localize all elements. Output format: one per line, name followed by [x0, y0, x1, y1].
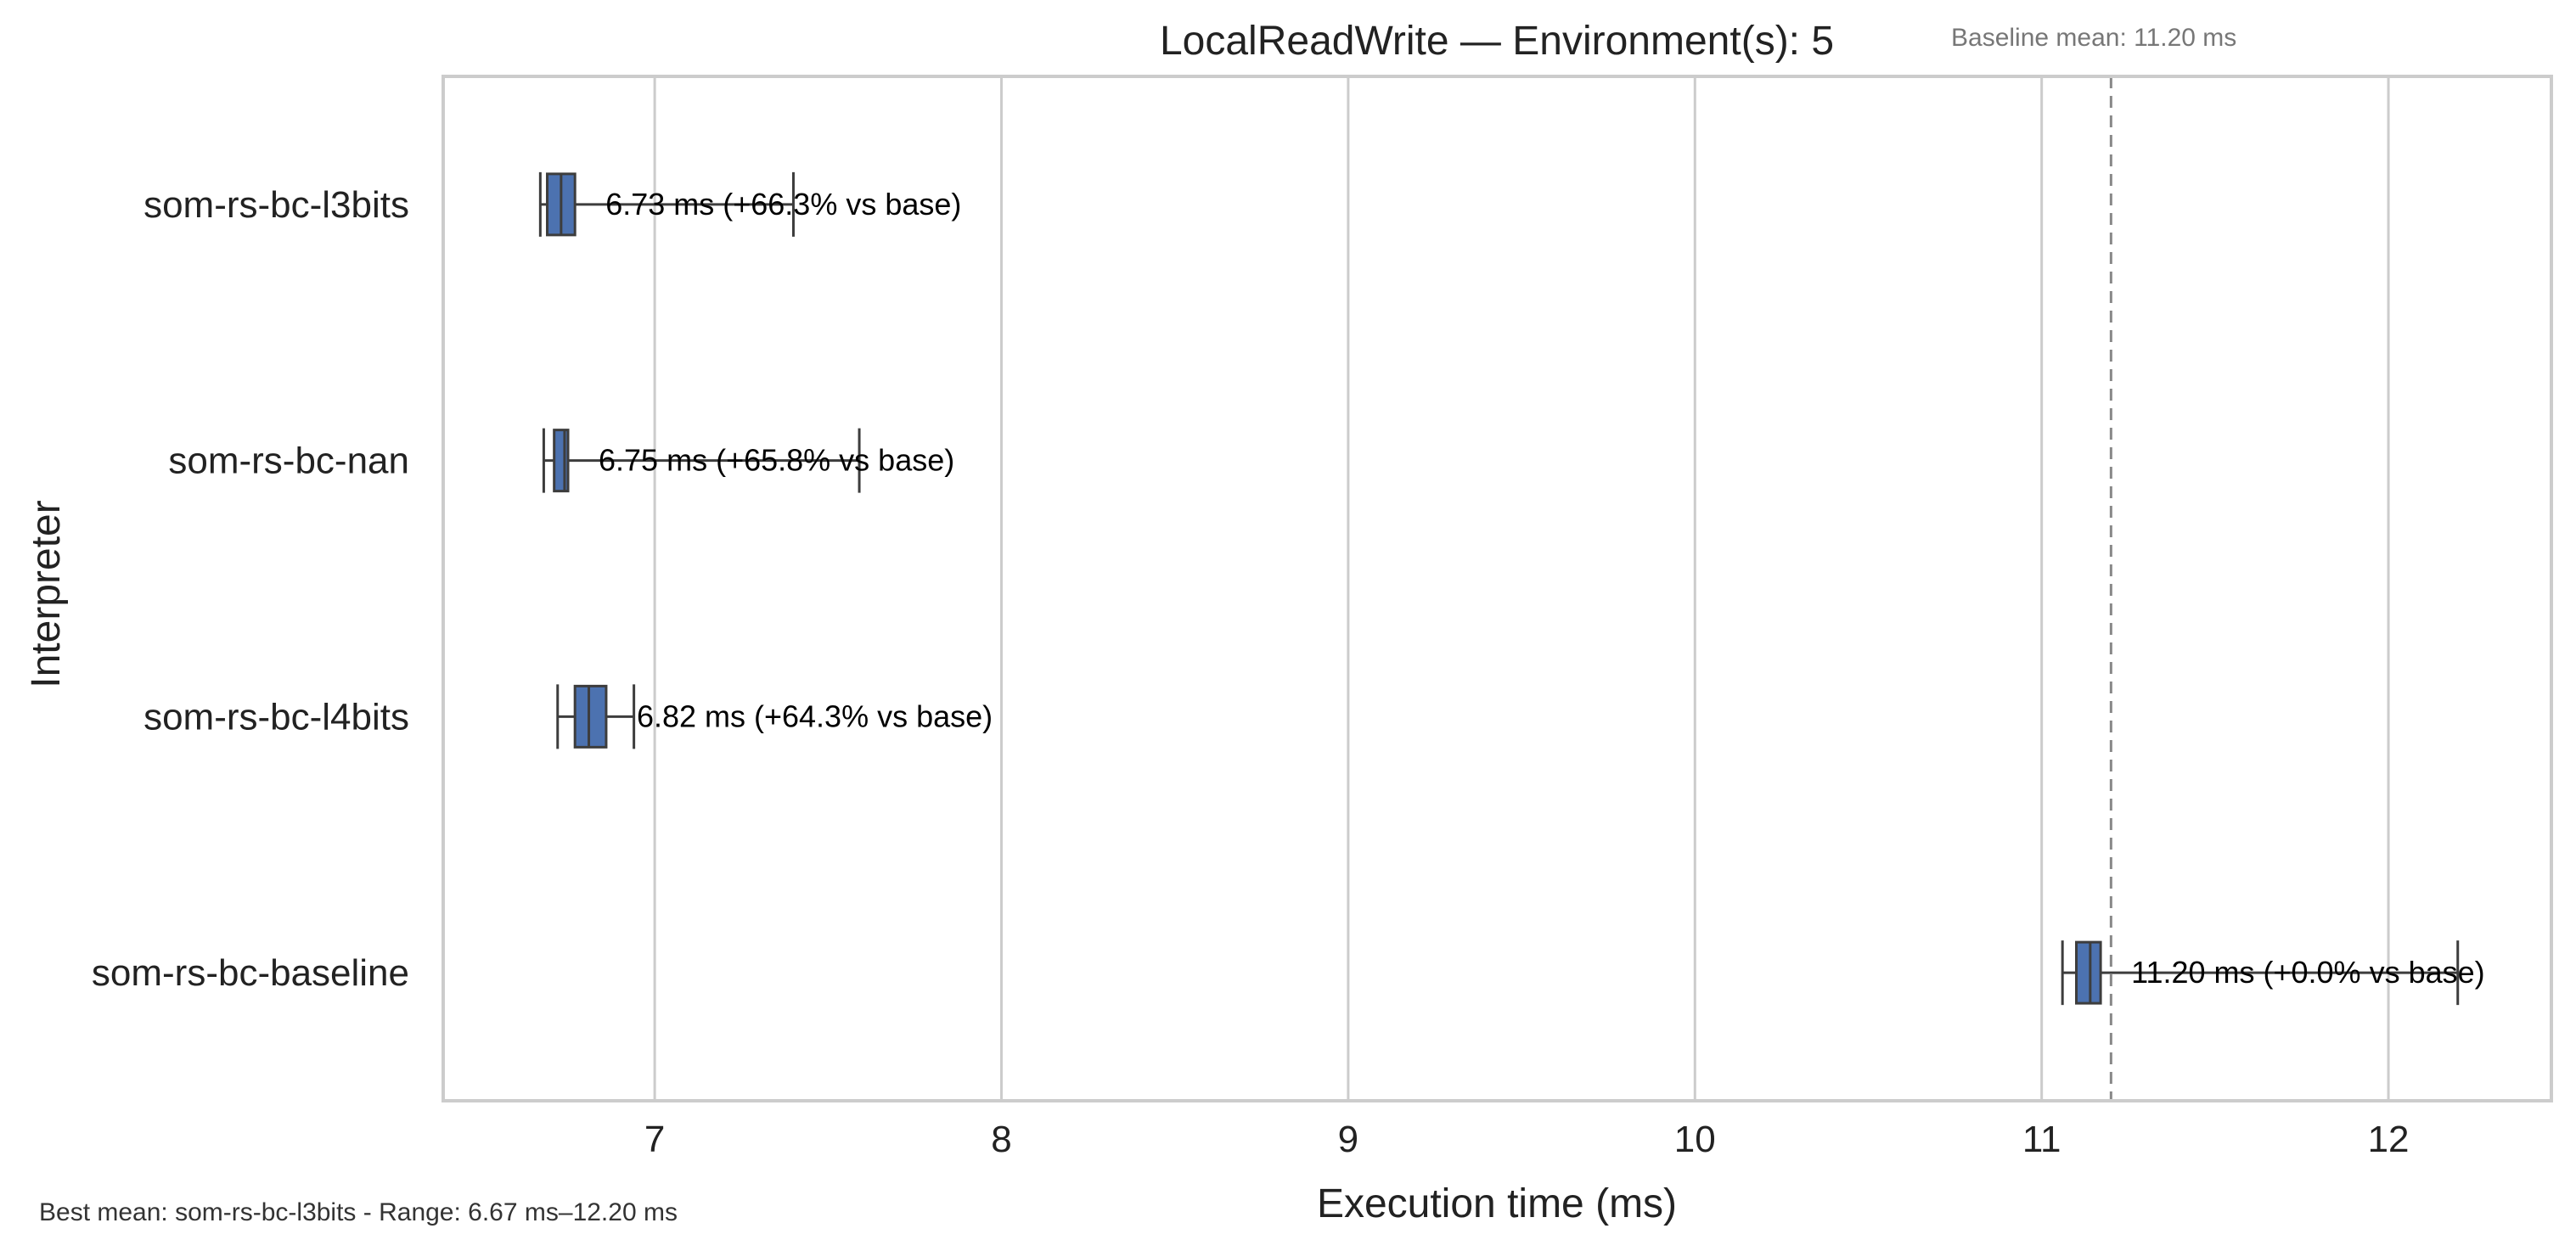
- category-label-som-rs-bc-baseline: som-rs-bc-baseline: [92, 952, 409, 994]
- annotation-som-rs-bc-nan: 6.75 ms (+65.8% vs base): [599, 443, 954, 478]
- footer-note: Best mean: som-rs-bc-l3bits - Range: 6.6…: [39, 1198, 678, 1226]
- category-labels: som-rs-bc-l3bits som-rs-bc-nan som-rs-bc-l…: [92, 184, 409, 994]
- x-tick-label-11: 11: [2022, 1119, 2061, 1160]
- annotation-som-rs-bc-l4bits: 6.82 ms (+64.3% vs base): [637, 698, 993, 733]
- box-iqr: [2075, 940, 2102, 1005]
- chart-title: LocalReadWrite — Environment(s): 5: [1160, 19, 1834, 64]
- x-tick-label-12: 12: [2368, 1119, 2410, 1160]
- box-iqr: [553, 429, 570, 493]
- x-tick-label-9: 9: [1338, 1119, 1358, 1160]
- x-axis-title: Execution time (ms): [1317, 1181, 1677, 1226]
- category-label-som-rs-bc-l3bits: som-rs-bc-l3bits: [143, 184, 409, 226]
- x-tick-label-8: 8: [991, 1119, 1011, 1160]
- box-som-rs-bc-nan: [542, 428, 861, 493]
- box-som-rs-bc-l3bits: [538, 171, 795, 237]
- grid-lines: [653, 76, 2390, 1101]
- x-tick-labels: 7 8 9 10 11 12: [644, 1119, 2410, 1160]
- category-label-som-rs-bc-l4bits: som-rs-bc-l4bits: [143, 696, 409, 738]
- y-axis-title: Interpreter: [24, 500, 69, 687]
- baseline-label: Baseline mean: 11.20 ms: [1951, 24, 2236, 52]
- box-iqr: [573, 684, 608, 749]
- annotations: 6.73 ms (+66.3% vs base) 6.75 ms (+65.8% …: [599, 187, 2485, 990]
- box-plots: [538, 171, 2460, 1006]
- x-tick-label-7: 7: [644, 1119, 665, 1160]
- plot-frame: [442, 75, 2553, 1102]
- annotation-som-rs-bc-baseline: 11.20 ms (+0.0% vs base): [2131, 955, 2485, 990]
- category-label-som-rs-bc-nan: som-rs-bc-nan: [168, 440, 409, 482]
- x-tick-label-10: 10: [1674, 1119, 1716, 1160]
- box-som-rs-bc-l4bits: [556, 684, 636, 749]
- annotation-som-rs-bc-l3bits: 6.73 ms (+66.3% vs base): [605, 187, 961, 222]
- box-som-rs-bc-baseline: [2061, 940, 2460, 1006]
